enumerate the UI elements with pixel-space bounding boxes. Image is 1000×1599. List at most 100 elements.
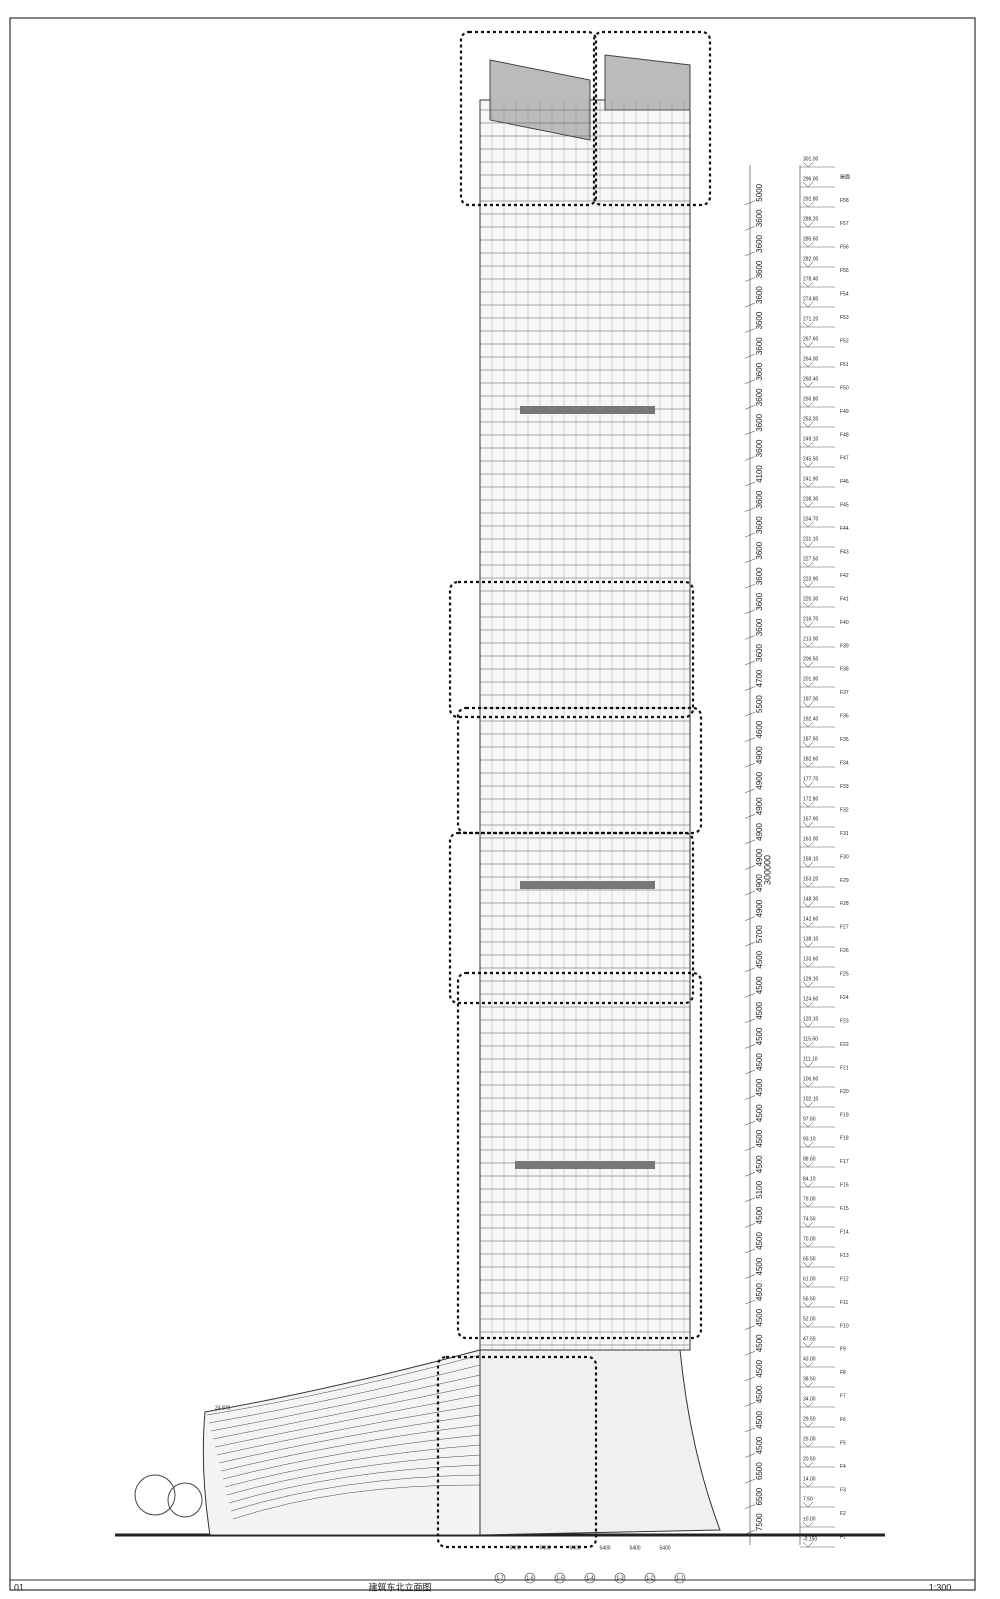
dimension-value: 3600 [755, 644, 764, 662]
level-marker [802, 1161, 814, 1168]
grid-axis-bubble [614, 1572, 626, 1584]
level-marker [802, 461, 814, 468]
dimension-tick [744, 660, 756, 666]
podium-band [226, 1454, 481, 1496]
dimension-value: 4500 [755, 1155, 764, 1173]
floor-label: F24 [840, 995, 849, 1001]
level-marker [802, 1401, 814, 1408]
floor-label: F50 [840, 385, 849, 391]
level-elevation: 213.00 [803, 636, 819, 642]
dimension-tick [744, 532, 756, 538]
dimension-value: 4900 [755, 899, 764, 917]
dimension-value: 3600 [755, 286, 764, 304]
floor-label: F11 [840, 1300, 848, 1306]
level-marker [802, 1221, 814, 1228]
dimension-tick [744, 763, 756, 768]
floor-label: F17 [840, 1159, 849, 1165]
level-elevation: 278.40 [803, 276, 819, 282]
dimension-value: 3600 [755, 567, 764, 585]
grid-axis-bubble [554, 1572, 566, 1584]
level-elevation: 129.10 [803, 976, 819, 982]
dimension-tick [744, 353, 756, 359]
floor-label: F57 [840, 221, 849, 227]
dimension-tick [744, 328, 756, 333]
floor-label: F25 [840, 972, 849, 978]
dimension-value: 6500 [755, 1487, 764, 1505]
dimension-value: 4600 [755, 720, 764, 738]
level-elevation: 201.90 [803, 676, 819, 682]
level-marker [802, 221, 814, 228]
floor-label: F51 [840, 362, 849, 368]
level-elevation: 34.00 [803, 1396, 816, 1402]
level-marker [802, 1081, 814, 1088]
dimension-tick [744, 890, 756, 896]
dimension-value: 3600 [755, 260, 764, 278]
dimension-value: 3600 [755, 234, 764, 252]
level-marker [802, 241, 814, 248]
floor-label: F15 [840, 1206, 849, 1212]
dimension-value: 5000 [755, 183, 764, 201]
floor-label: F42 [840, 573, 849, 579]
level-elevation: 231.10 [803, 536, 819, 542]
grid-spacing: 5400 [569, 1545, 580, 1551]
level-elevation: 292.80 [803, 196, 819, 202]
dimension-value: 4100 [755, 465, 764, 483]
grid-axis-label: 1-3 [616, 1575, 623, 1581]
building: 24.870 300000 [115, 30, 885, 1549]
level-elevation: 216.70 [803, 616, 819, 622]
grid-axis-label: 1-5 [556, 1575, 563, 1581]
dimension-value: 4500 [755, 1206, 764, 1224]
level-marker [802, 1541, 814, 1548]
dimension-value: 3600 [755, 516, 764, 534]
level-elevation: 245.50 [803, 456, 819, 462]
podium [202, 1349, 481, 1536]
floor-label: F21 [840, 1065, 849, 1071]
level-elevation: 289.20 [803, 216, 819, 222]
level-elevation: 142.60 [803, 916, 819, 922]
level-elevation: 56.50 [803, 1296, 816, 1302]
level-elevation: 260.40 [803, 376, 819, 382]
dimension-tick [744, 507, 756, 512]
dimension-tick [744, 1018, 756, 1024]
dimension-tick [744, 788, 756, 794]
dimension-value: 3600 [755, 209, 764, 227]
grid-axis-label: 1-2 [646, 1575, 653, 1581]
level-elevation: 111.10 [803, 1056, 818, 1062]
dimension-tick [744, 711, 756, 717]
level-elevation: 93.10 [803, 1136, 816, 1142]
dimension-tick [744, 1120, 756, 1126]
level-elevation: 296.00 [803, 176, 819, 182]
tree [134, 1474, 176, 1516]
dimension-tick [744, 839, 756, 845]
level-marker [802, 341, 814, 348]
podium-band [218, 1414, 481, 1464]
level-elevation: 172.80 [803, 796, 819, 802]
dimension-tick [744, 1478, 756, 1484]
dimension-value: 7500 [755, 1513, 764, 1531]
level-elevation: 79.00 [803, 1196, 816, 1202]
level-elevation: 301.00 [803, 156, 819, 162]
dimension-tick [744, 226, 756, 231]
dimension-value: 4500 [755, 1334, 764, 1352]
floor-label: F1 [840, 1534, 846, 1540]
level-elevation: 234.70 [803, 516, 819, 522]
level-elevation: 148.30 [803, 896, 819, 902]
dimension-tick [744, 941, 756, 947]
dimension-value: 3600 [755, 490, 764, 508]
crown-east [604, 54, 691, 111]
grid-axis-bubble [584, 1572, 596, 1584]
dimension-value: 5100 [755, 1180, 764, 1198]
dimension-tick [744, 1529, 756, 1535]
level-marker [802, 181, 814, 188]
dimension-tick [744, 737, 756, 742]
dimension-tick [744, 251, 756, 257]
podium-level: 24.870 [215, 1405, 231, 1411]
level-elevation: 271.20 [803, 316, 819, 322]
floor-label: F55 [840, 268, 849, 274]
floor-label: F29 [840, 878, 849, 884]
floor-label: F34 [840, 761, 849, 767]
dimension-value: 4500 [755, 950, 764, 968]
floor-label: F52 [840, 338, 849, 344]
total-height: 300000 [762, 855, 772, 885]
dimension-tick [744, 1402, 756, 1407]
